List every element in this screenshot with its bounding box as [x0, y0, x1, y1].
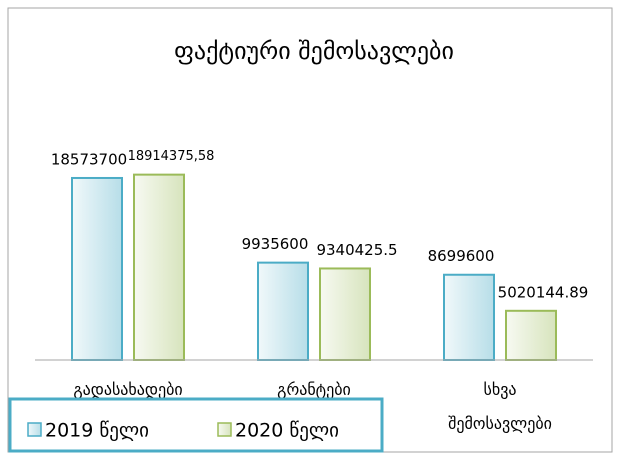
legend-label: 2019 წელი	[45, 420, 149, 442]
bar	[319, 267, 371, 362]
x-tick-label: გრანტები	[277, 380, 351, 399]
data-label: 5020144.89	[498, 283, 589, 301]
chart-title: ფაქტიური შემოსავლები	[174, 37, 454, 65]
x-tick-label-box: სხვა შემოსავლები	[448, 380, 552, 433]
bar	[257, 261, 309, 362]
legend-swatch	[27, 422, 42, 437]
data-label: 8699600	[428, 247, 495, 265]
bar	[133, 173, 185, 361]
bar	[71, 176, 123, 361]
data-label: 9340425.5	[316, 241, 397, 259]
x-tick-label: სხვა შემოსავლები	[448, 380, 552, 433]
bar	[505, 309, 557, 361]
x-tick-label-box: გადასახადები	[73, 380, 183, 399]
x-tick-label: გადასახადები	[73, 380, 183, 399]
legend-label: 2020 წელი	[235, 420, 339, 442]
bar	[443, 273, 495, 362]
legend-swatch	[217, 422, 232, 437]
legend	[8, 397, 384, 453]
data-label: 18914375,58	[128, 149, 215, 164]
data-label: 9935600	[242, 235, 309, 253]
data-label: 18573700	[51, 150, 127, 168]
x-tick-label-box: გრანტები	[277, 380, 351, 399]
